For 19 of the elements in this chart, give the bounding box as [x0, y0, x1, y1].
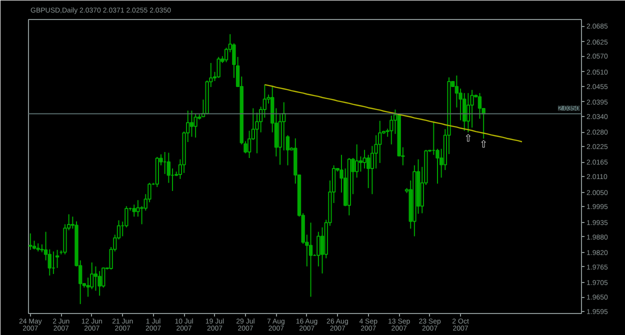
text: ⇧ — [464, 133, 472, 144]
candlestick — [358, 156, 363, 172]
candlestick — [194, 112, 198, 138]
candlestick — [362, 149, 366, 169]
candlestick — [216, 56, 220, 78]
candlestick — [28, 232, 32, 250]
candlestick — [308, 222, 313, 298]
text: ⇧ — [479, 140, 488, 151]
candlestick — [190, 110, 194, 138]
candlestick — [355, 144, 359, 178]
candlestick — [86, 277, 90, 298]
candlestick — [478, 92, 482, 120]
candlestick — [366, 154, 370, 189]
candlestick — [462, 92, 466, 132]
candlestick — [470, 89, 474, 128]
candlestick — [94, 266, 98, 292]
candlestick — [98, 270, 102, 296]
candlestick — [466, 92, 470, 133]
candlestick — [132, 204, 136, 218]
